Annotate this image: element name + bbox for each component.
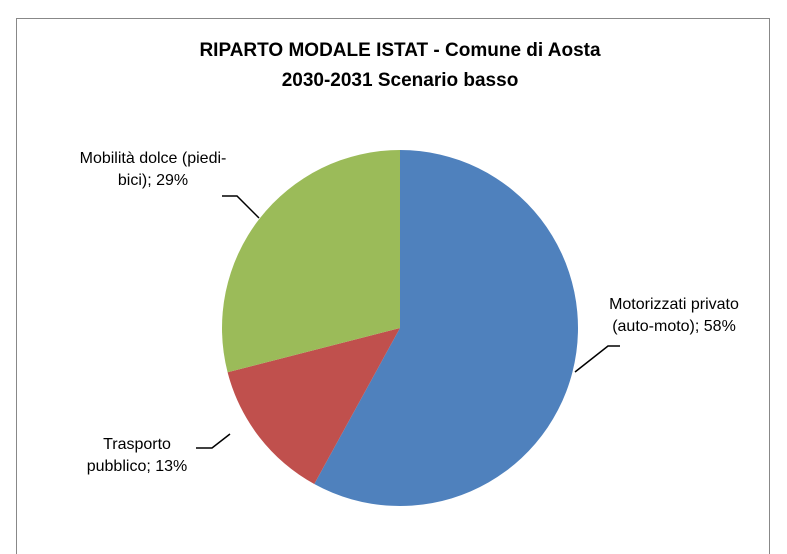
- label-part: ;: [147, 172, 157, 189]
- pie-slice: [221, 150, 400, 373]
- chart-title: RIPARTO MODALE ISTAT - Comune di Aosta: [199, 40, 601, 61]
- label-part: 13%: [155, 458, 188, 475]
- pie-slice: [227, 328, 400, 484]
- leader-line: [222, 195, 260, 219]
- label-part: 58%: [703, 318, 736, 335]
- label-part: ;: [146, 458, 156, 475]
- label-part: Mobilità dolce (piedi-bici): [79, 150, 227, 189]
- label-part: ;: [694, 318, 704, 335]
- label-part: 29%: [156, 172, 189, 189]
- leader-line: [574, 345, 620, 373]
- data-label: Motorizzati privato (auto-moto); 58%: [604, 294, 744, 338]
- data-label: Trasporto pubblico; 13%: [72, 434, 202, 478]
- leader-line: [196, 433, 231, 449]
- label-part: Motorizzati privato (auto-moto): [609, 296, 744, 335]
- chart-subtitle: 2030-2031 Scenario basso: [282, 70, 519, 91]
- data-label: Mobilità dolce (piedi-bici); 29%: [78, 148, 228, 192]
- pie-slice: [314, 150, 578, 506]
- label-part: Trasporto pubblico: [86, 436, 176, 475]
